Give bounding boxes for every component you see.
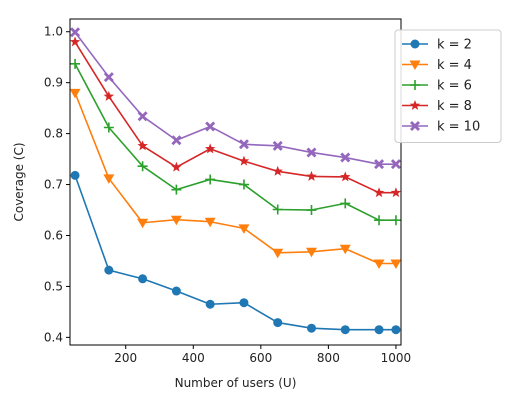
data-point — [70, 170, 80, 180]
data-point — [374, 325, 384, 335]
legend: k = 2 k = 4 k = 6 k = 8 k = 10 — [394, 29, 502, 143]
series-3 — [69, 36, 402, 198]
data-point — [306, 205, 317, 216]
legend-marker — [410, 80, 420, 90]
data-point — [272, 165, 283, 176]
y-tick-label: 0.6 — [44, 228, 63, 242]
legend-label: k = 6 — [437, 79, 472, 94]
data-point — [70, 27, 81, 38]
x-tick-label: 200 — [114, 351, 137, 365]
legend-item: k = 2 — [402, 38, 472, 53]
data-point — [272, 204, 283, 215]
legend-item: k = 8 — [402, 99, 472, 114]
data-point — [390, 187, 402, 198]
data-point — [272, 140, 283, 151]
x-tick-label: 600 — [249, 351, 272, 365]
data-point — [204, 143, 216, 154]
data-point — [305, 247, 317, 258]
series-2 — [70, 58, 401, 226]
data-point — [204, 217, 216, 228]
data-point — [238, 139, 249, 150]
data-point — [340, 152, 351, 163]
legend-item: k = 6 — [402, 79, 472, 94]
data-point — [104, 265, 114, 275]
legend-label: k = 10 — [437, 120, 480, 135]
data-point — [374, 159, 385, 170]
data-point — [306, 170, 317, 181]
series-layer — [69, 27, 402, 335]
data-point — [69, 88, 81, 99]
data-point — [138, 274, 148, 284]
data-point — [390, 215, 401, 226]
data-point — [273, 318, 283, 328]
x-tick-label: 800 — [317, 351, 340, 365]
data-point — [238, 224, 250, 234]
legend-label: k = 2 — [437, 38, 472, 53]
data-point — [103, 72, 114, 83]
legend-box — [394, 29, 502, 143]
data-point — [272, 248, 284, 259]
data-point — [339, 244, 351, 255]
data-point — [137, 111, 148, 122]
data-point — [205, 174, 216, 185]
data-point — [390, 159, 401, 170]
data-point — [373, 187, 385, 198]
x-tick-label: 400 — [182, 351, 205, 365]
data-point — [205, 121, 216, 132]
legend-marker — [410, 39, 420, 49]
data-point — [340, 325, 350, 335]
data-point — [171, 286, 181, 296]
y-tick-label: 0.8 — [44, 127, 63, 141]
data-point — [306, 323, 316, 333]
data-point — [69, 36, 81, 47]
y-tick-label: 0.7 — [44, 178, 63, 192]
data-point — [103, 122, 114, 133]
data-point — [306, 147, 317, 158]
series-line — [74, 41, 396, 194]
data-point — [171, 161, 182, 172]
data-point — [391, 325, 401, 335]
data-point — [390, 259, 402, 269]
data-point — [238, 155, 250, 166]
y-axis-label: Coverage (C) — [12, 142, 26, 221]
legend-label: k = 8 — [437, 99, 472, 114]
series-4 — [70, 27, 401, 170]
data-point — [205, 299, 215, 309]
legend-marker — [409, 60, 421, 70]
data-point — [170, 215, 182, 226]
data-point — [137, 161, 148, 172]
y-tick-label: 0.9 — [44, 76, 63, 90]
data-point — [340, 171, 351, 182]
data-point — [103, 90, 115, 101]
legend-marker — [409, 100, 421, 110]
x-tick-label: 1000 — [381, 351, 412, 365]
legend-label: k = 4 — [437, 58, 472, 73]
plot-frame — [69, 18, 402, 346]
y-tick-label: 0.4 — [44, 330, 63, 344]
data-point — [171, 135, 182, 146]
legend-item: k = 4 — [402, 58, 472, 73]
legend-item: k = 10 — [402, 120, 480, 135]
legend-marker — [410, 121, 420, 131]
data-point — [239, 298, 249, 308]
data-point — [373, 259, 385, 269]
y-axis: 0.4 0.5 0.6 0.7 0.8 0.9 1.0 — [44, 25, 70, 344]
x-axis: 200 400 600 800 1000 — [114, 345, 411, 365]
data-point — [70, 58, 81, 69]
y-tick-label: 1.0 — [44, 25, 63, 39]
series-1 — [69, 88, 402, 269]
data-point — [103, 174, 115, 184]
data-point — [374, 215, 385, 226]
data-point — [238, 179, 249, 190]
data-point — [137, 140, 148, 151]
series-0 — [70, 170, 401, 335]
data-point — [340, 198, 351, 209]
data-point — [137, 218, 149, 229]
x-axis-label: Number of users (U) — [175, 376, 297, 390]
data-point — [171, 184, 182, 195]
y-tick-label: 0.5 — [44, 279, 63, 293]
